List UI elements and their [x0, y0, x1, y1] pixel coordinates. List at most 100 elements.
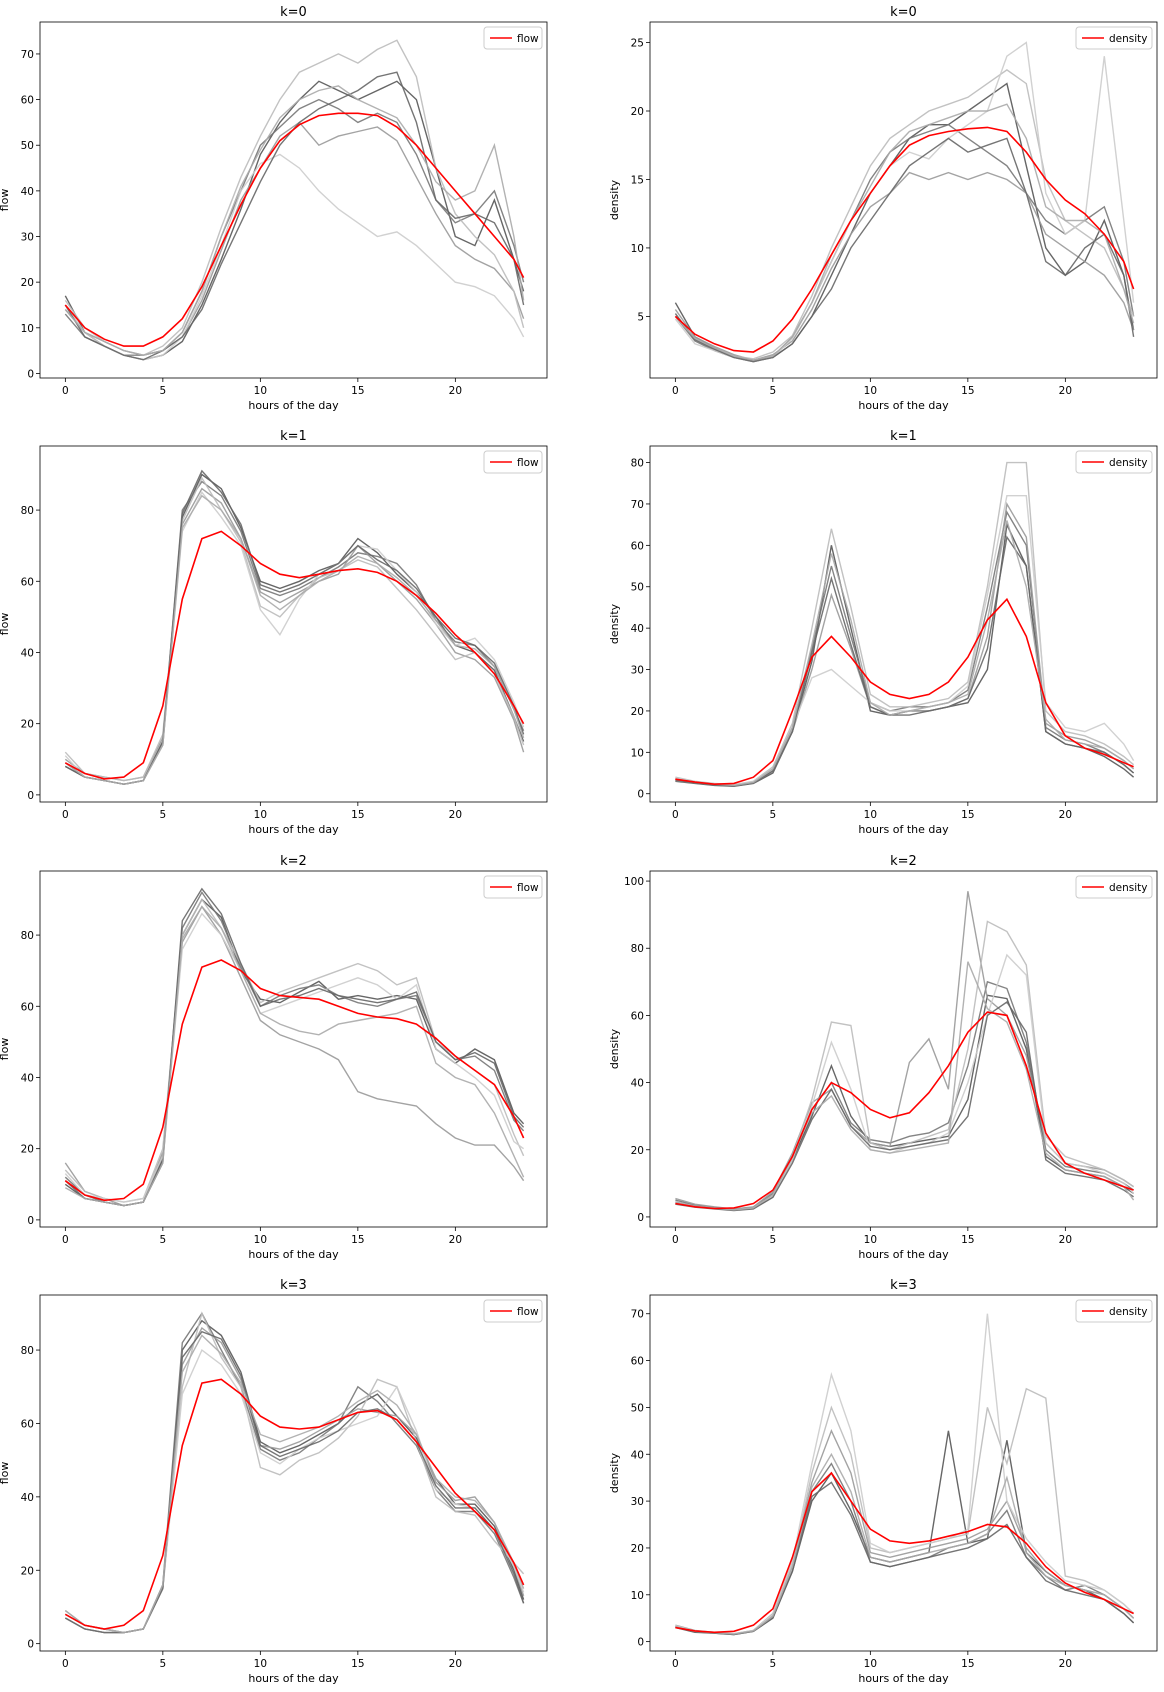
y-axis-label: flow	[0, 189, 11, 212]
y-tick-label: 10	[21, 323, 34, 335]
legend-label: flow	[517, 1306, 539, 1318]
x-tick-label: 5	[160, 1234, 167, 1246]
x-tick-label: 5	[160, 809, 167, 821]
mean-line	[675, 597, 1134, 786]
y-tick-label: 40	[21, 647, 34, 659]
y-tick-label: 0	[637, 1212, 644, 1224]
y-tick-label: 70	[21, 49, 34, 61]
x-tick-label: 5	[160, 1658, 167, 1670]
axes-frame	[39, 21, 548, 379]
sample-line-7	[674, 103, 1135, 361]
sample-line-1	[675, 994, 1134, 1211]
y-tick-label: 10	[631, 747, 644, 759]
y-tick-label: 40	[21, 186, 34, 198]
sample-line-1	[675, 1430, 1135, 1636]
y-axis-label: density	[608, 1452, 621, 1493]
mean-line	[64, 959, 525, 1202]
sample-line-4	[64, 1311, 525, 1634]
x-tick-label: 20	[449, 1234, 462, 1246]
sample-line-6	[675, 1001, 1134, 1212]
sample-line-2	[64, 891, 525, 1207]
y-tick-label: 5	[637, 311, 644, 323]
y-tick-label: 20	[21, 719, 34, 731]
legend: flow	[483, 875, 543, 899]
sample-line-5	[64, 912, 525, 1203]
y-tick-label: 60	[631, 540, 644, 552]
x-tick-label: 10	[864, 1234, 877, 1246]
legend-label: density	[1109, 33, 1148, 45]
x-axis-label: hours of the day	[248, 823, 339, 836]
chart-title: k=0	[280, 5, 307, 20]
x-tick-label: 20	[1059, 1658, 1072, 1670]
plot-area	[675, 461, 1135, 788]
sample-line-2	[675, 980, 1134, 1211]
sample-line-2	[674, 123, 1135, 363]
y-tick-label: 80	[631, 458, 644, 470]
y-tick-label: 0	[27, 1215, 34, 1227]
axes-frame	[649, 21, 1158, 379]
y-tick-label: 30	[21, 232, 34, 244]
y-tick-label: 80	[631, 943, 644, 955]
plot-area	[675, 1313, 1135, 1636]
plot-area	[674, 41, 1135, 363]
sample-line-1	[64, 80, 525, 361]
x-tick-label: 5	[770, 1658, 777, 1670]
x-tick-label: 15	[961, 809, 974, 821]
sample-line-5	[675, 495, 1135, 786]
y-tick-label: 30	[631, 1496, 644, 1508]
axes-frame	[39, 870, 548, 1228]
x-tick-label: 20	[449, 809, 462, 821]
y-tick-label: 10	[631, 243, 644, 255]
chart-title: k=0	[890, 5, 917, 20]
x-axis-label: hours of the day	[248, 399, 339, 412]
y-tick-label: 40	[631, 623, 644, 635]
x-tick-label: 20	[1059, 1234, 1072, 1246]
sample-line-3	[64, 121, 525, 356]
sample-line-4	[64, 39, 525, 356]
legend-box	[1075, 26, 1153, 50]
sample-line-3	[674, 171, 1135, 361]
legend-box	[1075, 450, 1153, 474]
mean-line	[675, 1471, 1134, 1634]
legend: flow	[483, 450, 543, 474]
axes-frame	[39, 445, 548, 803]
plot-area	[675, 891, 1135, 1212]
x-axis-label: hours of the day	[858, 823, 949, 836]
x-tick-label: 15	[961, 1234, 974, 1246]
y-axis-label: flow	[0, 1038, 11, 1061]
x-tick-label: 5	[770, 385, 777, 397]
y-tick-label: 0	[27, 790, 34, 802]
plot-area	[64, 1311, 525, 1634]
y-tick-label: 25	[631, 38, 644, 50]
x-tick-label: 0	[672, 1658, 679, 1670]
subplot-6: 0 5 10 15 20 0 20 40 60 80 100 k=2 hours of the day d…	[608, 854, 1158, 1261]
y-tick-label: 30	[631, 665, 644, 677]
y-tick-label: 20	[21, 1565, 34, 1577]
legend-label: density	[1109, 1306, 1148, 1318]
mean-line	[64, 1378, 525, 1630]
y-axis-label: flow	[0, 1462, 11, 1485]
x-tick-label: 20	[449, 1658, 462, 1670]
y-tick-label: 60	[631, 1356, 644, 1368]
y-tick-label: 20	[21, 277, 34, 289]
sample-line-5	[64, 153, 525, 361]
legend-label: density	[1109, 882, 1148, 894]
subplot-1: 0 5 10 15 20 0 10 20 30 40 50 60 70 k=0 hours of the d…	[0, 5, 548, 412]
chart-title: k=3	[890, 1278, 917, 1293]
sample-line-3	[64, 1326, 525, 1634]
sample-line-6	[64, 469, 525, 785]
x-tick-label: 15	[351, 1658, 364, 1670]
mean-line	[675, 1011, 1134, 1210]
sample-line-7	[675, 520, 1135, 787]
subplot-2: 0 5 10 15 20 5 10 15 20 25 k=0 hours of the day dens…	[608, 5, 1158, 412]
legend-label: flow	[517, 457, 539, 469]
subplot-7: 0 5 10 15 20 0 20 40 60 80 k=3 hours of the day flow…	[0, 1278, 548, 1685]
sample-line-7	[675, 1452, 1135, 1635]
x-tick-label: 20	[1059, 809, 1072, 821]
legend-label: flow	[517, 882, 539, 894]
y-tick-label: 0	[27, 368, 34, 380]
chart-title: k=1	[890, 429, 917, 444]
y-tick-label: 60	[21, 95, 34, 107]
x-tick-label: 10	[254, 385, 267, 397]
